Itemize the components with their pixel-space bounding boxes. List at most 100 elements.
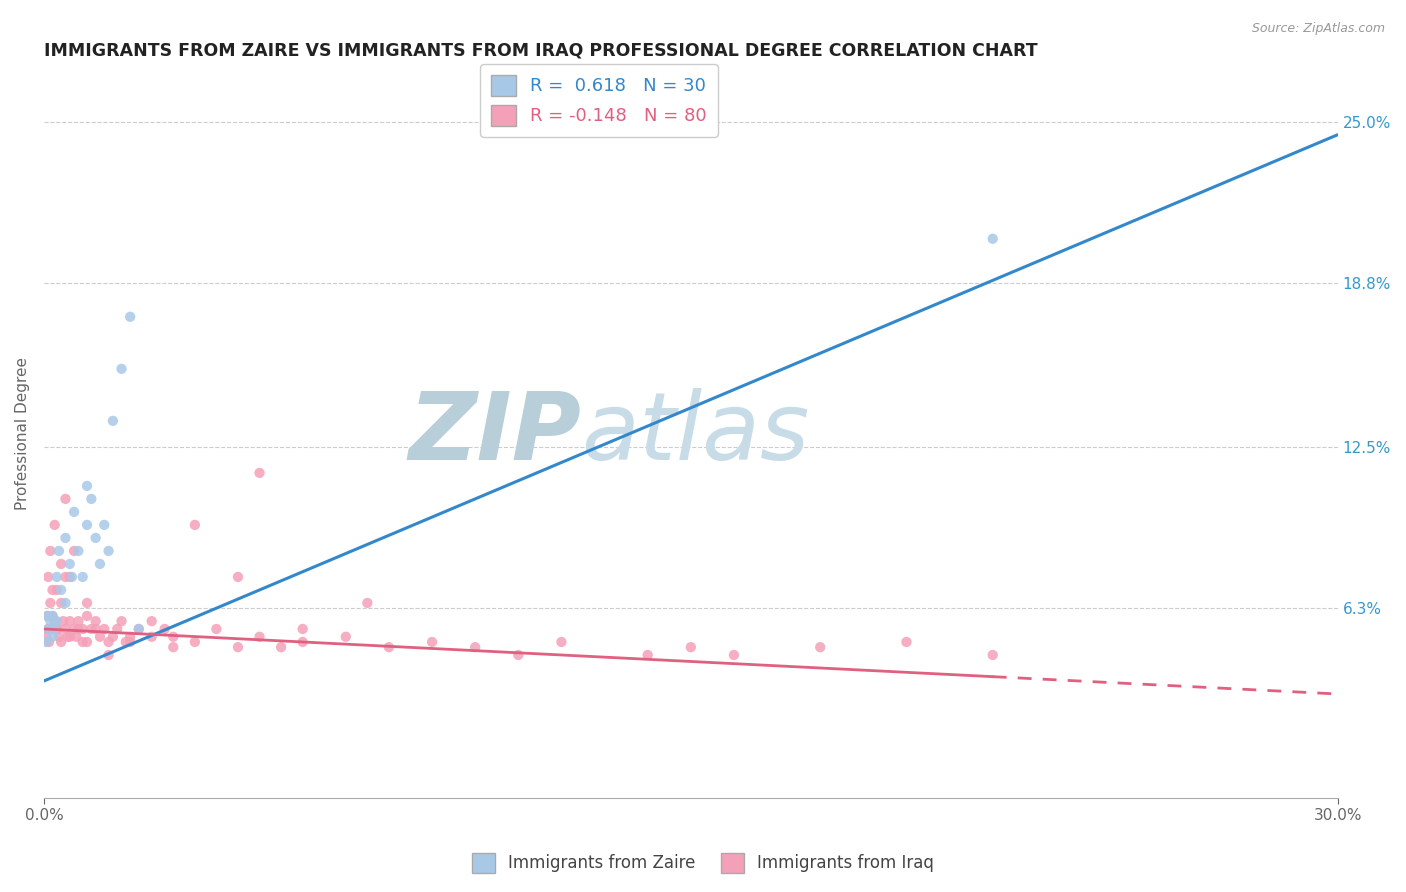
Point bbox=[84, 622, 107, 636]
Point bbox=[44, 622, 66, 636]
Point bbox=[45, 614, 67, 628]
Point bbox=[141, 614, 163, 628]
Point bbox=[184, 517, 207, 532]
Point bbox=[378, 640, 401, 655]
Point bbox=[637, 648, 659, 662]
Point bbox=[981, 232, 1004, 246]
Point bbox=[356, 596, 378, 610]
Point bbox=[56, 630, 79, 644]
Point bbox=[97, 544, 120, 558]
Point bbox=[67, 544, 90, 558]
Y-axis label: Professional Degree: Professional Degree bbox=[15, 358, 30, 510]
Point bbox=[72, 635, 94, 649]
Point bbox=[110, 614, 132, 628]
Point bbox=[184, 635, 207, 649]
Point bbox=[41, 582, 63, 597]
Point bbox=[72, 570, 94, 584]
Point bbox=[41, 609, 63, 624]
Text: atlas: atlas bbox=[581, 388, 808, 479]
Point bbox=[55, 596, 77, 610]
Point bbox=[49, 635, 72, 649]
Point bbox=[67, 614, 90, 628]
Point bbox=[49, 596, 72, 610]
Point bbox=[335, 630, 357, 644]
Point bbox=[97, 648, 120, 662]
Point bbox=[60, 570, 83, 584]
Point bbox=[44, 614, 66, 628]
Point bbox=[80, 622, 103, 636]
Point bbox=[128, 622, 150, 636]
Point bbox=[226, 570, 249, 584]
Point bbox=[97, 635, 120, 649]
Point bbox=[89, 557, 111, 571]
Point bbox=[128, 622, 150, 636]
Point bbox=[55, 531, 77, 545]
Text: Source: ZipAtlas.com: Source: ZipAtlas.com bbox=[1251, 22, 1385, 36]
Text: IMMIGRANTS FROM ZAIRE VS IMMIGRANTS FROM IRAQ PROFESSIONAL DEGREE CORRELATION CH: IMMIGRANTS FROM ZAIRE VS IMMIGRANTS FROM… bbox=[44, 42, 1038, 60]
Point bbox=[679, 640, 702, 655]
Point bbox=[162, 640, 184, 655]
Point bbox=[291, 622, 314, 636]
Point bbox=[41, 630, 63, 644]
Legend: R =  0.618   N = 30, R = -0.148   N = 80: R = 0.618 N = 30, R = -0.148 N = 80 bbox=[479, 64, 718, 136]
Point bbox=[38, 635, 60, 649]
Point bbox=[76, 635, 98, 649]
Point bbox=[45, 622, 67, 636]
Point bbox=[37, 609, 59, 624]
Point bbox=[67, 622, 90, 636]
Point bbox=[101, 630, 124, 644]
Point bbox=[249, 630, 271, 644]
Point bbox=[48, 544, 70, 558]
Point bbox=[141, 630, 163, 644]
Point bbox=[55, 622, 77, 636]
Point bbox=[49, 557, 72, 571]
Point bbox=[270, 640, 292, 655]
Point bbox=[808, 640, 831, 655]
Point bbox=[120, 630, 142, 644]
Point bbox=[45, 622, 67, 636]
Legend: Immigrants from Zaire, Immigrants from Iraq: Immigrants from Zaire, Immigrants from I… bbox=[465, 847, 941, 880]
Point bbox=[37, 570, 59, 584]
Point bbox=[84, 614, 107, 628]
Point bbox=[39, 544, 62, 558]
Point bbox=[37, 622, 59, 636]
Point bbox=[59, 557, 82, 571]
Point bbox=[205, 622, 228, 636]
Point bbox=[72, 622, 94, 636]
Point bbox=[249, 466, 271, 480]
Point bbox=[65, 630, 87, 644]
Point bbox=[981, 648, 1004, 662]
Point bbox=[37, 609, 59, 624]
Point bbox=[48, 630, 70, 644]
Point bbox=[226, 640, 249, 655]
Point bbox=[35, 630, 58, 644]
Point bbox=[76, 479, 98, 493]
Point bbox=[52, 614, 75, 628]
Point bbox=[76, 609, 98, 624]
Point bbox=[896, 635, 918, 649]
Point bbox=[41, 609, 63, 624]
Point bbox=[723, 648, 745, 662]
Point bbox=[35, 635, 58, 649]
Point bbox=[105, 622, 128, 636]
Point bbox=[59, 570, 82, 584]
Point bbox=[44, 517, 66, 532]
Point bbox=[80, 491, 103, 506]
Text: ZIP: ZIP bbox=[408, 388, 581, 480]
Point bbox=[93, 622, 115, 636]
Point bbox=[55, 570, 77, 584]
Point bbox=[84, 531, 107, 545]
Point bbox=[114, 635, 136, 649]
Point bbox=[110, 361, 132, 376]
Point bbox=[39, 614, 62, 628]
Point bbox=[153, 622, 176, 636]
Point bbox=[37, 622, 59, 636]
Point bbox=[49, 582, 72, 597]
Point bbox=[59, 630, 82, 644]
Point bbox=[162, 630, 184, 644]
Point bbox=[550, 635, 572, 649]
Point bbox=[464, 640, 486, 655]
Point bbox=[39, 596, 62, 610]
Point bbox=[120, 635, 142, 649]
Point bbox=[508, 648, 530, 662]
